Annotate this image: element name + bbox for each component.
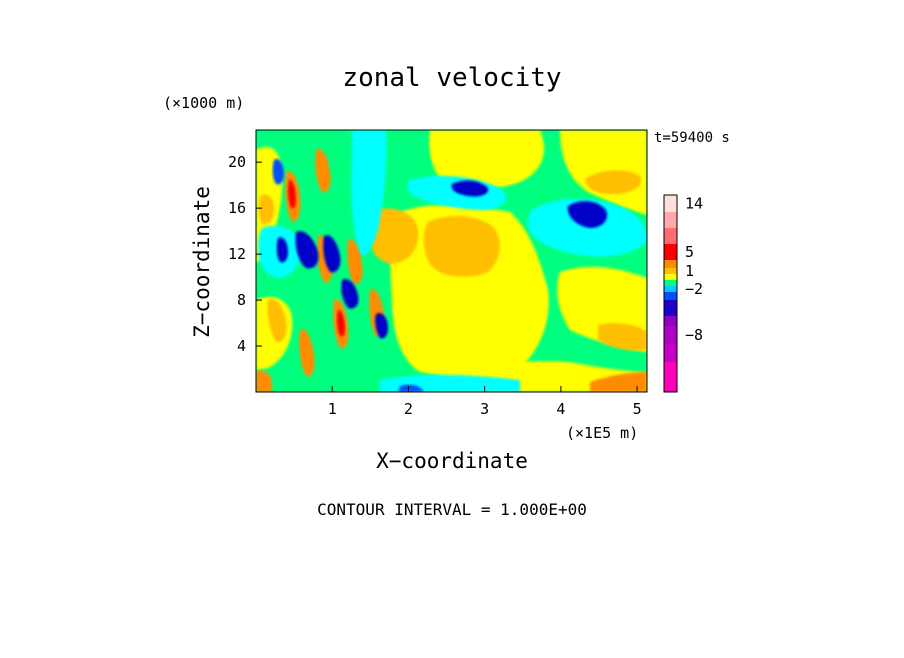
field-region-blue-6 <box>567 201 608 228</box>
field-region-blue-5 <box>451 180 489 197</box>
x-axis: 1 2 3 4 5 <box>328 386 642 418</box>
field-region-blue-8 <box>272 158 284 185</box>
x-tick-label: 4 <box>556 400 565 418</box>
colorbar-segment <box>664 195 677 212</box>
colorbar-tick-label: 1 <box>685 262 694 280</box>
colorbar-segment <box>664 212 677 228</box>
field-region-orange-left <box>258 194 274 225</box>
field-streak-5 <box>336 309 345 337</box>
colorbar-tick-label: 14 <box>685 195 703 213</box>
colorbar-tick-label: −8 <box>685 326 703 344</box>
colorbar <box>663 194 678 393</box>
colorbar-segment <box>664 292 677 300</box>
x-tick-label: 3 <box>480 400 489 418</box>
contour-interval-label: CONTOUR INTERVAL = 1.000E+00 <box>317 500 587 519</box>
field-streak-8 <box>267 299 287 343</box>
colorbar-segment <box>664 300 677 316</box>
field-region-yellow-top <box>429 130 544 189</box>
plot-frame <box>255 129 648 393</box>
field-region-blue-9 <box>398 384 424 392</box>
colorbar-segment <box>664 228 677 244</box>
y-axis-label: Z−coordinate <box>190 186 214 338</box>
colorbar-frame <box>663 194 678 393</box>
colorbar-segment <box>664 280 677 286</box>
colorbar-segment <box>664 316 677 326</box>
field-region-cyan-plume <box>351 130 387 256</box>
x-tick-label: 2 <box>404 400 413 418</box>
field-streak-9 <box>347 239 363 285</box>
y-axis: 4 8 12 16 20 <box>228 153 262 355</box>
y-tick-label: 4 <box>237 337 246 355</box>
colorbar-segment <box>664 260 677 268</box>
colorbar-segment <box>664 286 677 292</box>
y-tick-label: 8 <box>237 291 246 309</box>
field-region-orange-bottomleft <box>256 370 272 392</box>
x-unit-label: (×1E5 m) <box>566 424 638 442</box>
time-label: t=59400 s <box>654 130 730 146</box>
field-streak-10 <box>315 149 331 193</box>
colorbar-segment <box>664 326 677 344</box>
field-region-orange-topright <box>585 170 642 194</box>
field-region-orange-bottomright <box>590 372 647 392</box>
colorbar-ticks: 14 51−2 −8 <box>685 195 703 345</box>
field-region-blue-7 <box>375 312 388 339</box>
x-tick-label: 5 <box>633 400 642 418</box>
field-region-cyan-right <box>527 198 647 257</box>
field-region-blue-1 <box>295 231 319 269</box>
field-streak-2 <box>287 179 296 209</box>
y-tick-label: 20 <box>228 153 246 171</box>
field-streak-7 <box>299 329 315 377</box>
field-region-orange-right <box>598 323 647 351</box>
colorbar-segment <box>664 268 677 274</box>
field-region-blue-2 <box>323 235 341 273</box>
field-region-orange-band <box>368 208 419 264</box>
colorbar-tick-label: −2 <box>685 280 703 298</box>
field-region-orange-center <box>423 216 500 277</box>
field-region-blue-3 <box>276 237 288 263</box>
x-tick-label: 1 <box>328 400 337 418</box>
colorbar-segment <box>664 244 677 260</box>
y-tick-label: 12 <box>228 245 246 263</box>
field-region-blue-4 <box>341 278 359 309</box>
x-axis-label: X−coordinate <box>376 449 528 473</box>
colorbar-tick-label: 5 <box>685 243 694 261</box>
contour-field <box>256 130 647 392</box>
chart-title: zonal velocity <box>342 63 561 93</box>
colorbar-segment <box>664 344 677 362</box>
y-tick-label: 16 <box>228 199 246 217</box>
y-unit-label: (×1000 m) <box>163 94 244 112</box>
colorbar-segment <box>664 362 677 392</box>
colorbar-segment <box>664 274 677 280</box>
